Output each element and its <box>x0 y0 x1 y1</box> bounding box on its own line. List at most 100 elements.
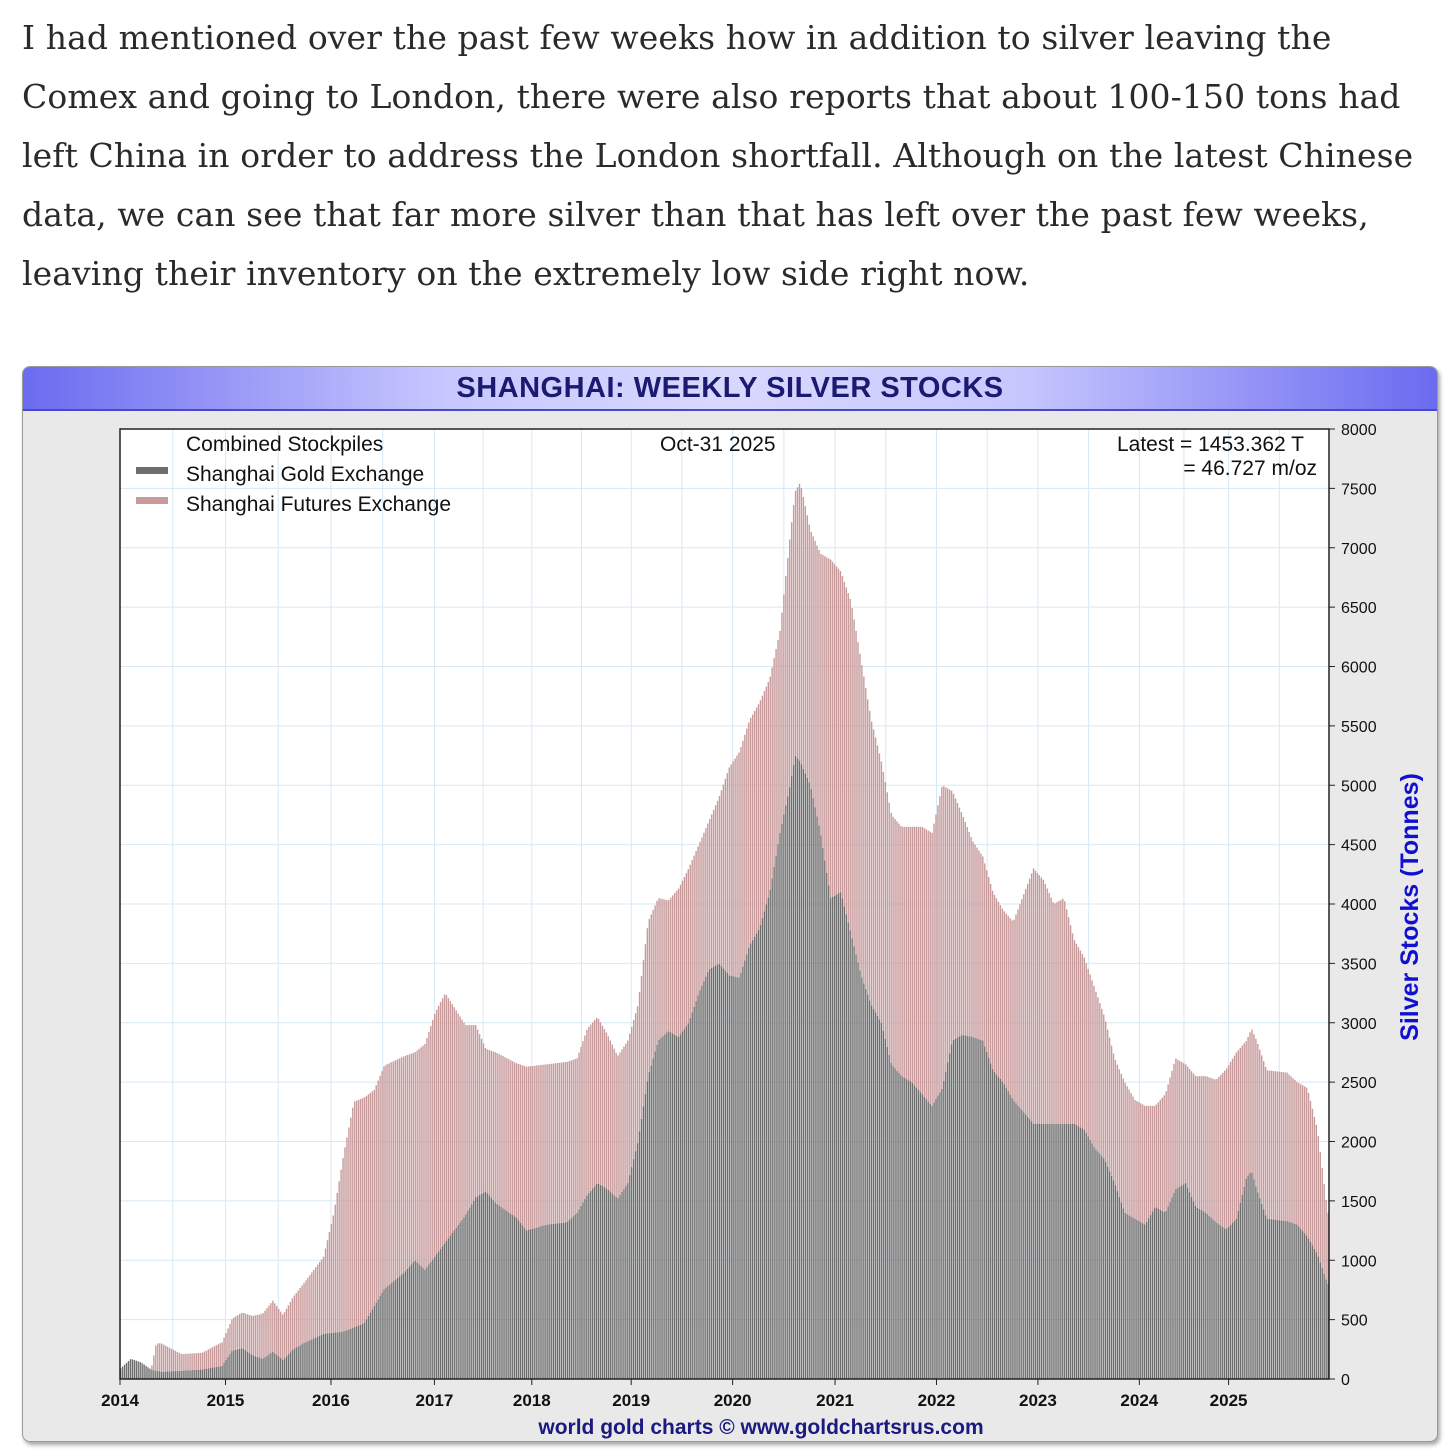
bar-sge <box>155 1370 157 1379</box>
bar-sge <box>244 1350 247 1379</box>
bar-sge <box>1231 1222 1234 1379</box>
bar-shfe <box>890 812 892 1063</box>
bar-shfe <box>863 676 865 984</box>
bar-sge <box>371 1309 374 1379</box>
bar-shfe <box>1294 1079 1296 1224</box>
bar-sge <box>467 1211 469 1379</box>
bar-shfe <box>166 1346 169 1372</box>
bar-shfe <box>514 1062 516 1217</box>
bar-sge <box>927 1101 929 1379</box>
legend-swatch-sge <box>136 467 168 474</box>
bar-shfe <box>826 557 828 873</box>
bar-sge <box>543 1225 545 1379</box>
bar-shfe <box>340 1169 342 1332</box>
bar-shfe <box>1284 1072 1286 1221</box>
bar-sge <box>980 1039 982 1379</box>
bar-shfe <box>705 828 707 977</box>
bar-shfe <box>703 832 705 982</box>
bar-shfe <box>1216 1078 1218 1223</box>
bar-sge <box>453 1230 455 1379</box>
x-tick-label: 2016 <box>312 1391 350 1410</box>
bar-shfe <box>1093 985 1095 1147</box>
bar-sge <box>611 1193 613 1379</box>
bar-shfe <box>543 1064 545 1226</box>
bar-sge <box>1151 1211 1154 1379</box>
bar-sge <box>588 1193 590 1379</box>
bar-sge <box>841 898 844 1379</box>
bar-sge <box>1300 1228 1302 1379</box>
bar-sge <box>166 1371 169 1379</box>
bar-sge <box>1261 1203 1263 1379</box>
bar-shfe <box>303 1282 305 1344</box>
bar-shfe <box>1077 947 1080 1127</box>
bar-sge <box>982 1040 984 1379</box>
bar-sge <box>892 1066 894 1379</box>
bar-sge <box>474 1197 477 1379</box>
bar-shfe <box>274 1303 276 1354</box>
bar-shfe <box>484 1047 487 1192</box>
bar-sge <box>184 1370 186 1379</box>
bar-sge <box>738 977 740 1379</box>
bar-sge <box>950 1044 953 1379</box>
bar-sge <box>923 1096 926 1379</box>
bar-shfe <box>414 1052 416 1261</box>
bar-sge <box>1089 1139 1091 1379</box>
bar-sge <box>1044 1123 1046 1379</box>
bar-sge <box>900 1075 902 1379</box>
bar-shfe <box>720 790 723 967</box>
bar-sge <box>1097 1151 1099 1379</box>
bar-sge <box>279 1358 282 1379</box>
bar-shfe <box>1114 1060 1117 1186</box>
bar-shfe <box>753 711 756 937</box>
bar-shfe <box>878 753 881 1020</box>
bar-shfe <box>217 1344 219 1367</box>
bar-shfe <box>1065 909 1068 1124</box>
bar-shfe <box>1056 902 1058 1124</box>
y-tick-label: 7500 <box>1341 481 1377 498</box>
bar-sge <box>576 1212 578 1379</box>
bar-shfe <box>611 1044 613 1194</box>
bar-sge <box>757 929 760 1379</box>
bar-shfe <box>681 880 684 1032</box>
bar-sge <box>785 805 787 1379</box>
bar-sge <box>1196 1207 1199 1379</box>
bar-sge <box>913 1085 916 1379</box>
bar-shfe <box>627 1040 629 1184</box>
bar-shfe <box>305 1280 307 1343</box>
bar-shfe <box>605 1032 608 1189</box>
bar-sge <box>262 1358 264 1379</box>
bar-sge <box>465 1214 467 1379</box>
bar-sge <box>1083 1129 1085 1379</box>
bar-shfe <box>510 1060 512 1214</box>
bar-shfe <box>1305 1087 1308 1236</box>
bar-shfe <box>829 559 832 899</box>
bar-shfe <box>1186 1066 1189 1188</box>
bar-sge <box>578 1209 580 1379</box>
bar-shfe <box>623 1046 625 1189</box>
bar-shfe <box>837 568 840 894</box>
bar-shfe <box>711 814 713 968</box>
bar-sge <box>861 977 863 1379</box>
bar-shfe <box>742 740 744 967</box>
bar-shfe <box>1167 1084 1169 1207</box>
bar-shfe <box>847 593 849 923</box>
bar-shfe <box>1288 1074 1290 1222</box>
bar-shfe <box>558 1062 561 1224</box>
bar-sge <box>1276 1219 1279 1379</box>
bar-shfe <box>1017 909 1019 1106</box>
bar-sge <box>192 1370 194 1379</box>
bar-sge <box>857 962 859 1379</box>
bar-sge <box>597 1183 600 1379</box>
bar-sge <box>562 1222 565 1379</box>
bar-sge <box>473 1200 475 1379</box>
bar-shfe <box>783 594 785 815</box>
bar-sge <box>909 1081 912 1379</box>
bar-shfe <box>213 1346 216 1368</box>
bar-sge <box>849 930 851 1379</box>
bar-shfe <box>1278 1071 1281 1221</box>
bar-sge <box>1011 1097 1013 1379</box>
bar-sge <box>123 1364 126 1379</box>
bar-sge <box>1243 1186 1245 1379</box>
bar-sge <box>833 895 836 1379</box>
bar-shfe <box>948 789 951 1054</box>
